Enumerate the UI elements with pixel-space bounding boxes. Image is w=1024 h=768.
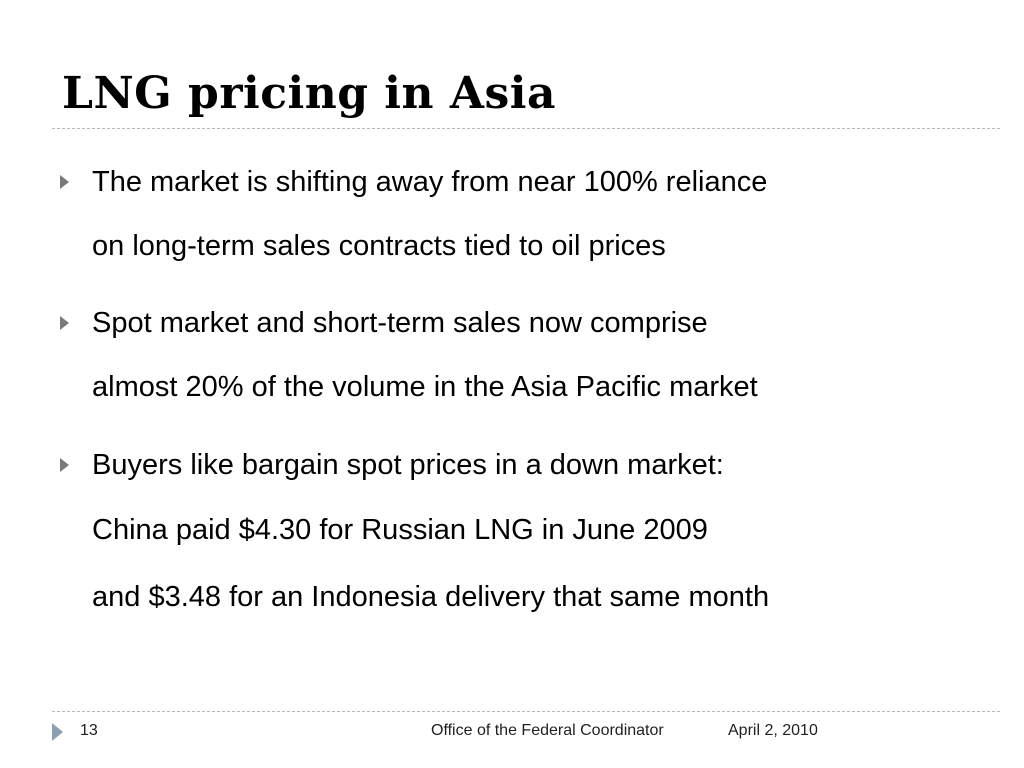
page-number: 13 [80, 722, 98, 739]
bullet-arrow-icon [60, 175, 69, 189]
bullet-arrow-icon [60, 458, 69, 472]
bullet-text-line: and $3.48 for an Indonesia delivery that… [92, 581, 770, 613]
bullet-text-line: China paid $4.30 for Russian LNG in June… [92, 514, 708, 546]
footer-arrow-icon [52, 723, 63, 741]
bullet-text-line: The market is shifting away from near 10… [92, 166, 768, 198]
bullet-text-line: almost 20% of the volume in the Asia Pac… [92, 371, 758, 403]
bullet-text-line: Spot market and short-term sales now com… [92, 307, 708, 339]
bullet-text-line: Buyers like bargain spot prices in a dow… [92, 449, 724, 481]
footer-date: April 2, 2010 [728, 722, 818, 739]
bullet-arrow-icon [60, 316, 69, 330]
title-divider [52, 128, 1000, 129]
slide-title: LNG pricing in Asia [62, 68, 556, 119]
footer-organization: Office of the Federal Coordinator [431, 722, 664, 739]
bullet-text-line: on long-term sales contracts tied to oil… [92, 230, 666, 262]
footer-divider [52, 711, 1000, 712]
